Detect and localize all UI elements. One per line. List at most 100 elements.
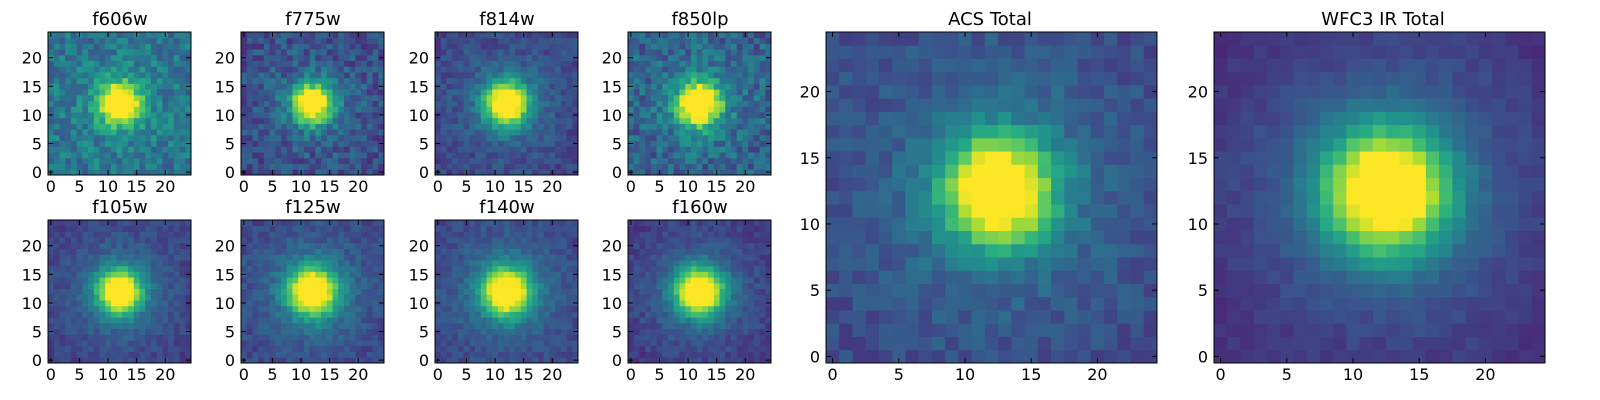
heatmap-cell bbox=[338, 100, 345, 107]
heatmap-cell bbox=[515, 294, 522, 301]
heatmap-cell bbox=[463, 288, 470, 295]
heatmap-cell bbox=[555, 100, 562, 107]
heatmap-cell bbox=[303, 305, 311, 312]
heatmap-cell bbox=[566, 340, 573, 347]
heatmap-cell bbox=[179, 123, 186, 130]
heatmap-cell bbox=[349, 146, 356, 153]
heatmap-cell bbox=[730, 72, 738, 79]
heatmap-cell bbox=[309, 311, 316, 318]
heatmap-cell bbox=[725, 294, 732, 301]
heatmap-cell bbox=[719, 66, 726, 73]
heatmap-cell bbox=[179, 112, 186, 119]
heatmap-cell bbox=[355, 328, 362, 335]
heatmap-cell bbox=[759, 89, 766, 96]
heatmap-cell bbox=[275, 49, 282, 56]
heatmap-cell bbox=[555, 89, 562, 96]
heatmap-cell bbox=[263, 322, 270, 330]
heatmap-cell bbox=[139, 89, 146, 96]
heatmap-cell bbox=[435, 265, 442, 272]
heatmap-cell bbox=[515, 271, 522, 278]
heatmap-cell bbox=[303, 345, 311, 352]
heatmap-cell bbox=[452, 248, 459, 255]
heatmap-cell bbox=[492, 43, 499, 50]
heatmap-cell bbox=[730, 300, 738, 307]
heatmap-cell bbox=[53, 106, 60, 113]
panel-title: f775w bbox=[285, 9, 340, 30]
heatmap-cell bbox=[258, 89, 265, 96]
heatmap-cell bbox=[685, 112, 692, 119]
heatmap-cell bbox=[53, 328, 60, 335]
heatmap-cell bbox=[555, 294, 562, 301]
heatmap-cell bbox=[355, 265, 362, 272]
heatmap-cell bbox=[65, 328, 72, 335]
heatmap-cell bbox=[173, 152, 180, 159]
heatmap-cell bbox=[298, 83, 305, 90]
heatmap-cell bbox=[725, 357, 732, 364]
heatmap-cell bbox=[275, 106, 282, 113]
heatmap-cell bbox=[286, 237, 293, 244]
heatmap-cell bbox=[93, 254, 100, 261]
heatmap-cell bbox=[446, 100, 453, 107]
heatmap-cell bbox=[281, 260, 288, 267]
heatmap-cell bbox=[742, 129, 749, 136]
heatmap-cell bbox=[486, 157, 493, 164]
heatmap-cell bbox=[173, 54, 180, 61]
heatmap-cell bbox=[263, 237, 270, 244]
heatmap-cell bbox=[673, 163, 680, 170]
heatmap-cell bbox=[486, 72, 493, 79]
heatmap-cell bbox=[292, 345, 299, 352]
heatmap-cell bbox=[338, 220, 345, 227]
heatmap-cell bbox=[162, 100, 169, 107]
heatmap-cell bbox=[321, 237, 328, 244]
heatmap-cell bbox=[702, 32, 709, 39]
heatmap-cell bbox=[457, 322, 464, 330]
heatmap-cell bbox=[497, 242, 505, 249]
heatmap-cell bbox=[93, 123, 100, 130]
heatmap-cell bbox=[702, 357, 709, 364]
heatmap-cell bbox=[440, 169, 447, 176]
heatmap-cell bbox=[532, 271, 539, 278]
heatmap-cell bbox=[315, 157, 322, 164]
heatmap-cell bbox=[480, 134, 487, 142]
heatmap-cell bbox=[258, 305, 265, 312]
heatmap-cell bbox=[446, 94, 453, 102]
heatmap-cell bbox=[662, 106, 669, 113]
heatmap-cell bbox=[303, 152, 311, 159]
heatmap-cell bbox=[446, 43, 453, 50]
heatmap-cell bbox=[263, 146, 270, 153]
heatmap-cell bbox=[338, 351, 345, 358]
heatmap-cell bbox=[690, 146, 698, 153]
heatmap-cell bbox=[719, 117, 726, 124]
heatmap-cell bbox=[326, 231, 333, 238]
heatmap-cell bbox=[690, 357, 698, 364]
heatmap-cell bbox=[269, 100, 276, 107]
heatmap-cell bbox=[150, 231, 158, 238]
heatmap-cell bbox=[168, 300, 175, 307]
heatmap-cell bbox=[497, 311, 505, 318]
heatmap-cell bbox=[475, 157, 482, 164]
heatmap-cell bbox=[82, 77, 89, 84]
heatmap-cell bbox=[730, 288, 738, 295]
heatmap-cell bbox=[65, 60, 72, 67]
heatmap-cell bbox=[76, 317, 83, 324]
heatmap-cell bbox=[526, 117, 533, 124]
heatmap-cell bbox=[355, 140, 362, 147]
heatmap-cell bbox=[656, 271, 663, 278]
heatmap-cell bbox=[469, 260, 476, 267]
heatmap-cell bbox=[515, 260, 522, 267]
heatmap-cell bbox=[286, 117, 293, 124]
heatmap-cell bbox=[298, 66, 305, 73]
heatmap-cell bbox=[452, 43, 459, 50]
heatmap-cell bbox=[332, 169, 339, 176]
heatmap-cell bbox=[730, 357, 738, 364]
heatmap-cell bbox=[286, 83, 293, 90]
x-tick-label: 5 bbox=[267, 365, 277, 384]
heatmap-cell bbox=[679, 163, 686, 170]
x-tick-label: 20 bbox=[348, 177, 368, 196]
heatmap-cell bbox=[263, 157, 270, 164]
heatmap-cell bbox=[133, 140, 140, 147]
heatmap-cell bbox=[99, 83, 106, 90]
heatmap-cell bbox=[753, 60, 760, 67]
heatmap-cell bbox=[116, 300, 123, 307]
heatmap-cell bbox=[366, 60, 373, 67]
